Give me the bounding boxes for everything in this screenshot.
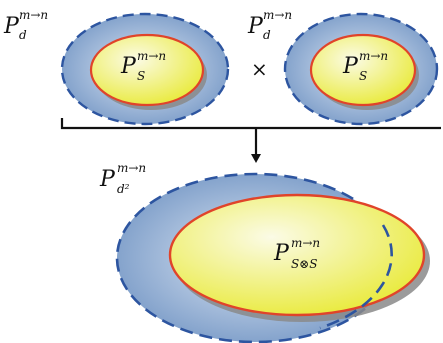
label-outer-left-sup: m→n [19,8,48,22]
top-right-inner-ellipse [309,33,417,107]
arrow-head [251,154,261,163]
label-outer-right-main: P [247,14,264,39]
top-left-inner-ellipse [89,33,205,107]
label-inner-left: P m→n S [120,49,166,83]
label-inner-right-sup: m→n [359,49,388,63]
label-outer-right-sub: d [263,28,271,42]
label-outer-right-sup: m→n [263,8,292,22]
top-left-set [60,12,230,126]
bottom-outer-dashed-overlap [319,224,393,330]
label-inner-bottom-sup: m→n [291,236,320,250]
label-outer-bottom-sup: m→n [117,161,146,175]
label-outer-left-main: P [3,14,20,39]
label-outer-left-sub: d [19,28,27,42]
label-inner-left-sup: m→n [137,49,166,63]
bottom-inner-ellipse [168,193,426,317]
label-inner-bottom-main: P [273,241,290,266]
combine-bracket [60,118,441,163]
top-right-set [283,12,439,126]
label-inner-right-main: P [342,54,359,79]
label-outer-right: P m→n d [247,8,292,42]
bracket-line [60,118,441,130]
times-symbol: × [251,57,268,81]
label-outer-left: P m→n d [3,8,48,42]
bottom-set [115,172,430,343]
label-outer-bottom: P m→n d² [99,161,146,196]
label-outer-bottom-main: P [99,167,116,192]
label-inner-left-sub: S [137,69,145,83]
label-inner-right: P m→n S [342,49,388,83]
label-inner-bottom-sub: S⊗S [291,257,318,271]
label-outer-bottom-sub: d² [117,182,130,196]
label-inner-bottom: P m→n S⊗S [273,236,320,271]
label-inner-left-main: P [120,54,137,79]
label-inner-right-sub: S [359,69,367,83]
